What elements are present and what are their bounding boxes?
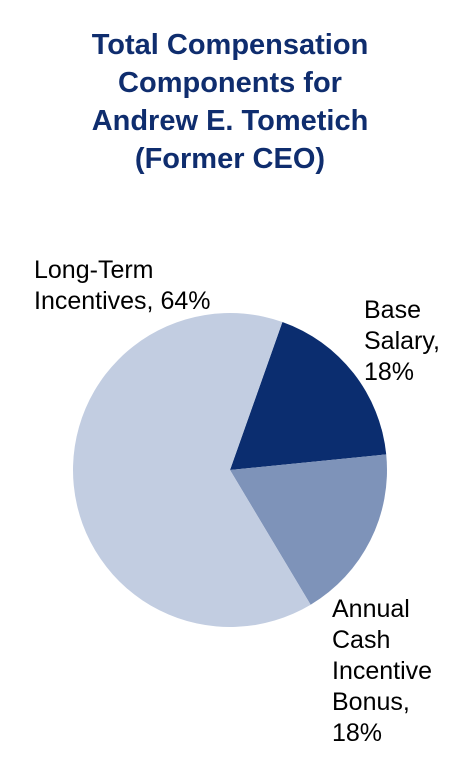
- slice-label-line: Long-Term: [34, 256, 154, 284]
- slice-label-line: 18%: [364, 358, 415, 386]
- slice-label-long-term-incentives: Long-Term Incentives, 64%: [34, 255, 211, 317]
- slice-label-annual-cash-incentive-bonus: Annual Cash Incentive Bonus, 18%: [332, 594, 432, 749]
- slice-label-line: Cash: [332, 626, 391, 654]
- pie-slice-base-salary: [230, 322, 387, 470]
- slice-label-line: Annual: [332, 595, 410, 623]
- slice-label-line: Base: [364, 296, 421, 324]
- slice-label-line: 18%: [332, 719, 383, 747]
- chart-title: Total Compensation Components for Andrew…: [0, 26, 460, 178]
- chart-title-line-2: Components for: [118, 67, 342, 99]
- slice-label-line: Incentive: [332, 657, 433, 685]
- slice-label-line: Salary,: [364, 327, 440, 355]
- pie-slice-long-term-incentives: [73, 313, 311, 628]
- chart-title-line-1: Total Compensation: [91, 29, 369, 61]
- slice-label-base-salary: Base Salary, 18%: [364, 295, 440, 388]
- chart-title-line-4: (Former CEO): [134, 143, 326, 175]
- slice-label-line: Incentives, 64%: [34, 287, 211, 315]
- slice-label-line: Bonus,: [332, 688, 410, 716]
- chart-title-line-3: Andrew E. Tometich: [91, 105, 369, 137]
- pie-slice-annual-cash-incentive-bonus: [230, 454, 387, 605]
